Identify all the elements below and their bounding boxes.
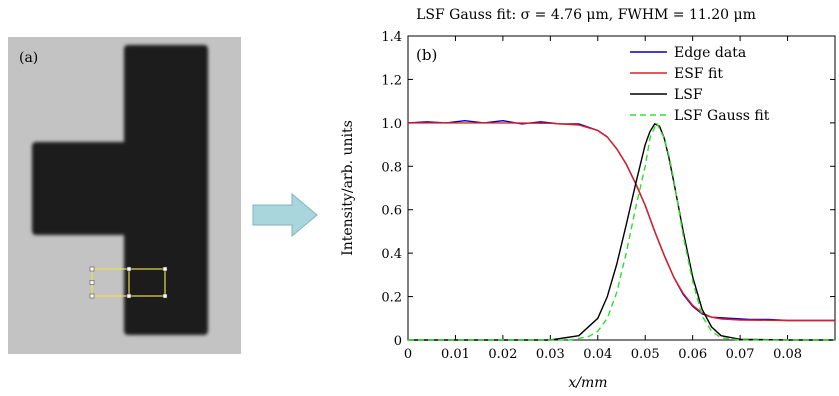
- y-tick-label: 1.2: [381, 73, 402, 88]
- x-tick-label: 0.05: [631, 347, 660, 362]
- plot-frame: [407, 35, 836, 341]
- y-tick-label: 0.2: [381, 291, 402, 306]
- x-axis-label: x/mm: [568, 375, 607, 391]
- legend-label: LSF Gauss fit: [674, 108, 770, 124]
- series-line-edge-data: [407, 119, 835, 322]
- roi-handles[interactable]: [89, 266, 168, 299]
- radiograph-object: [32, 45, 208, 335]
- y-tick-label: 0.8: [381, 160, 402, 175]
- y-tick-label: 1.0: [381, 117, 402, 132]
- y-tick-label: 0.6: [381, 204, 402, 219]
- x-tick-label: 0.08: [773, 347, 802, 362]
- legend-label: Edge data: [674, 45, 746, 61]
- series-line-lsf: [408, 123, 835, 341]
- y-axis-label: Intensity/arb. units: [340, 120, 356, 256]
- series-line-lsf-gauss-fit: [408, 122, 835, 341]
- series-line-esf-fit: [408, 122, 835, 322]
- legend-label: LSF: [674, 87, 703, 103]
- y-tick-label: 1.4: [381, 30, 402, 45]
- chart-axes: 0 0.01 0.02 0.03 0.04 0.05 0.06 0.07 0.08 0 0.2 0.4…: [381, 30, 836, 362]
- x-tick-label: 0.02: [488, 347, 517, 362]
- radiograph-image: (a): [8, 37, 241, 354]
- panel-a-label: (a): [19, 50, 38, 66]
- chart-series: [407, 119, 835, 341]
- right-arrow-icon: [252, 193, 318, 237]
- y-tick-label: 0.4: [381, 247, 402, 262]
- chart-title: LSF Gauss fit: σ = 4.76 μm, FWHM = 11.20…: [416, 7, 756, 23]
- panel-b-label: (b): [416, 46, 437, 64]
- y-tick-label: 0: [394, 334, 402, 349]
- x-tick-label: 0.06: [678, 347, 707, 362]
- x-tick-label: 0: [404, 347, 412, 362]
- x-tick-label: 0.04: [583, 347, 612, 362]
- legend-label: ESF fit: [674, 66, 723, 82]
- lsf-chart: LSF Gauss fit: σ = 4.76 μm, FWHM = 11.20…: [340, 7, 836, 391]
- x-tick-label: 0.07: [726, 347, 755, 362]
- chart-legend: Edge data ESF fit LSF LSF Gauss fit: [630, 45, 770, 124]
- x-tick-label: 0.03: [536, 347, 565, 362]
- x-tick-label: 0.01: [441, 347, 470, 362]
